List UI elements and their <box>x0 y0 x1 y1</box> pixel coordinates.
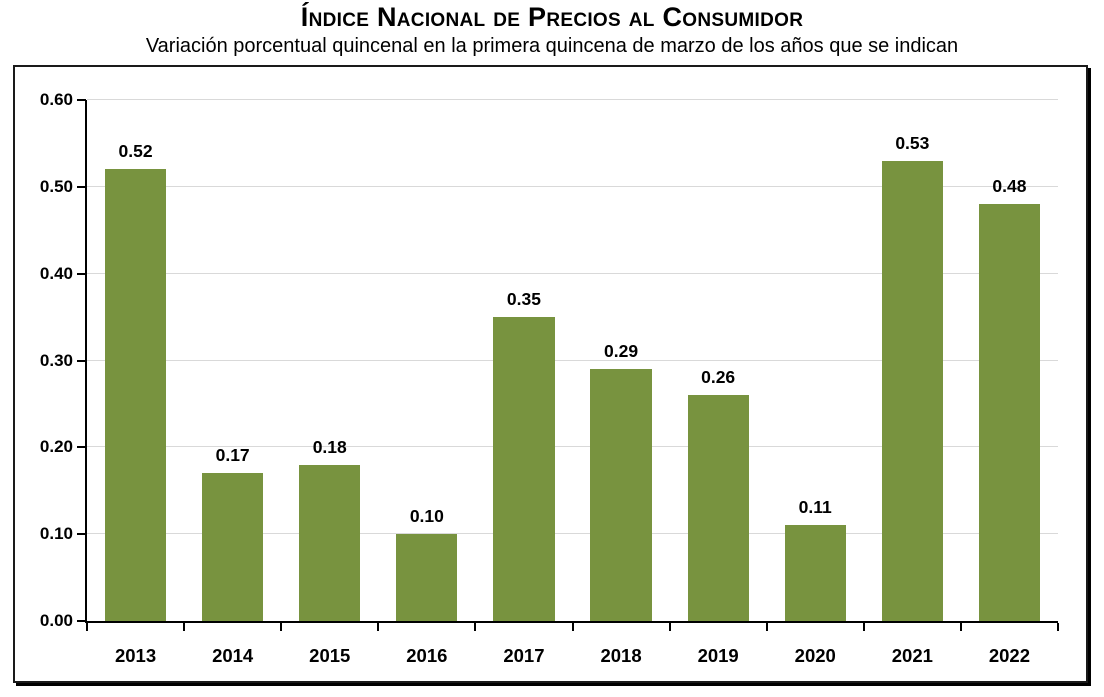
x-axis-tick <box>668 623 671 631</box>
page-title: Índice Nacional de Precios al Consumidor <box>300 2 804 32</box>
x-axis-label: 2015 <box>309 645 351 666</box>
y-axis-tick <box>77 99 86 101</box>
gridline-0.30 <box>87 359 1058 361</box>
y-axis-tick <box>77 185 86 188</box>
y-axis-tick <box>77 272 86 275</box>
bar-value-label: 0.10 <box>409 506 444 527</box>
gridline-0.10 <box>87 533 1058 535</box>
plot-area: 0.00 0.10 0.20 0.30 0.40 0.50 0.60 0.52 2013 0.17… <box>40 90 1059 666</box>
y-axis-tick <box>77 620 86 622</box>
y-axis-label: 0.00 <box>39 611 73 630</box>
x-axis-tick <box>765 623 768 631</box>
bar-value-label: 0.35 <box>506 289 541 310</box>
x-axis-label: 2018 <box>600 645 642 666</box>
gridline-0.20 <box>87 446 1058 448</box>
chart-frame: 0.00 0.10 0.20 0.30 0.40 0.50 0.60 0.52 2013 0.17… <box>13 65 1088 683</box>
bar-value-label: 0.18 <box>312 436 347 457</box>
bar-2017 <box>493 317 555 621</box>
x-axis-label: 2013 <box>114 645 157 666</box>
x-axis-line <box>85 621 1058 623</box>
x-axis-tick <box>474 623 477 631</box>
x-axis-label: 2022 <box>988 645 1031 666</box>
y-axis-label: 0.10 <box>39 524 73 544</box>
y-axis-label: 0.50 <box>39 176 73 196</box>
x-axis-label: 2019 <box>697 645 739 666</box>
bar-2014 <box>202 473 264 621</box>
bar-2013 <box>104 169 167 621</box>
gridline-0.60 <box>87 99 1058 100</box>
bar-value-label: 0.29 <box>604 341 639 362</box>
bar-2020 <box>784 525 846 621</box>
y-axis-tick <box>77 533 86 536</box>
x-axis-tick <box>571 623 574 631</box>
x-axis-tick <box>1057 623 1059 631</box>
bar-2021 <box>881 160 943 621</box>
y-axis-tick <box>77 359 86 362</box>
y-axis-label: 0.20 <box>39 437 73 457</box>
bar-value-label: 0.26 <box>701 367 736 388</box>
bar-2016 <box>396 534 458 621</box>
bar-2018 <box>590 369 652 621</box>
y-axis-label: 0.30 <box>39 350 73 370</box>
x-axis-tick <box>280 623 283 631</box>
x-axis-tick <box>862 623 865 631</box>
bar-value-label: 0.11 <box>798 497 832 518</box>
bar-value-label: 0.17 <box>215 445 250 466</box>
bar-2019 <box>687 395 749 621</box>
x-axis-tick <box>183 623 186 631</box>
x-axis-tick <box>959 623 962 631</box>
bar-2022 <box>978 204 1041 621</box>
gridline-0.40 <box>87 272 1058 274</box>
bar-2015 <box>299 464 361 621</box>
bar-value-label: 0.52 <box>118 141 153 162</box>
y-axis-line <box>85 100 87 623</box>
x-axis-label: 2014 <box>212 645 254 666</box>
x-axis-label: 2020 <box>794 645 836 666</box>
x-axis-tick <box>86 623 88 631</box>
x-axis-label: 2016 <box>406 645 448 666</box>
bar-value-label: 0.48 <box>992 176 1027 197</box>
x-axis-tick <box>377 623 380 631</box>
x-axis-label: 2017 <box>503 645 545 666</box>
y-axis-label: 0.40 <box>39 263 73 283</box>
x-axis-label: 2021 <box>891 645 933 666</box>
y-axis-tick <box>77 446 86 449</box>
gridline-0.50 <box>87 185 1058 187</box>
bar-value-label: 0.53 <box>895 132 930 153</box>
page-subtitle: Variación porcentual quincenal en la pri… <box>145 35 959 57</box>
y-axis-label: 0.60 <box>39 90 73 109</box>
